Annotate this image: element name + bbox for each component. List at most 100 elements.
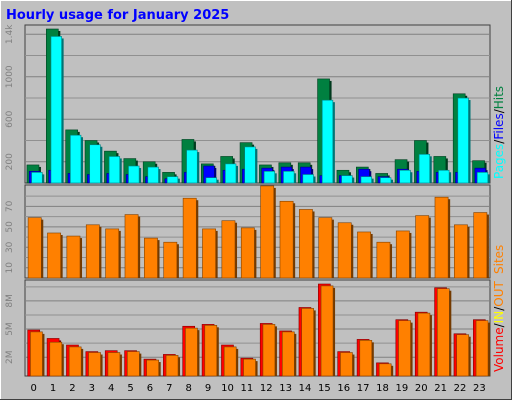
bar-sites-hour-10: [221, 220, 236, 279]
bar-sites-hour-20: [415, 215, 430, 279]
legend-entry: /: [492, 108, 506, 113]
bar-pages-hour-4: [108, 156, 121, 184]
bar-pages-hour-6: [147, 166, 159, 184]
x-tick-label-hour-2: 2: [69, 383, 75, 394]
panel-middle-ytick-label: 10: [5, 262, 15, 274]
x-tick-label-hour-7: 7: [166, 383, 172, 394]
panel-middle-ytick-label: 30: [5, 241, 15, 253]
bar-out-hour-14: [301, 308, 314, 377]
x-tick-label-hour-3: 3: [89, 383, 95, 394]
bar-out-hour-8: [185, 327, 198, 377]
bar-out-hour-17: [359, 340, 373, 377]
bar-out-hour-15: [320, 285, 334, 377]
x-tick-label-hour-6: 6: [147, 383, 153, 394]
x-tick-label-hour-20: 20: [415, 383, 428, 394]
bar-sites-hour-14: [299, 209, 313, 279]
bar-pages-hour-7: [166, 176, 179, 184]
panel-top-ytick-label: 1.4k: [5, 24, 15, 44]
x-tick-label-hour-8: 8: [186, 383, 192, 394]
bar-out-hour-7: [165, 355, 179, 377]
x-tick-label-hour-21: 21: [434, 383, 447, 394]
legend-entry: OUT: [492, 281, 506, 307]
legend-entry: Pages: [492, 144, 506, 179]
bar-out-hour-21: [436, 288, 450, 377]
bar-sites-hour-0: [27, 217, 42, 279]
bar-sites-hour-15: [318, 217, 333, 279]
chart-panels: 20060010001.4kPages/Files/Hits10305070Si…: [5, 24, 506, 377]
legend-entry: Sites: [492, 245, 506, 274]
chart-title: Hourly usage for January 2025: [6, 8, 229, 23]
bar-pages-hour-9: [205, 177, 217, 184]
panel-bottom-legend: Volume/IN/OUT: [492, 281, 506, 372]
bar-pages-hour-13: [283, 171, 295, 184]
panel-middle-plot-area: [24, 184, 491, 279]
bar-pages-hour-18: [380, 177, 392, 184]
legend-entry: /: [492, 322, 506, 327]
bar-pages-hour-3: [89, 144, 101, 184]
legend-entry: IN: [492, 311, 506, 324]
bar-out-hour-2: [68, 346, 82, 377]
x-tick-label-hour-0: 0: [31, 383, 37, 394]
bar-out-hour-22: [456, 334, 469, 377]
bar-sites-hour-3: [85, 224, 100, 279]
legend-entry: Hits: [492, 86, 506, 109]
bar-out-hour-9: [204, 325, 218, 377]
bar-out-hour-13: [281, 331, 295, 377]
x-tick-label-hour-17: 17: [357, 383, 370, 394]
bar-out-hour-4: [107, 352, 121, 377]
bar-pages-hour-19: [399, 169, 411, 184]
bar-sites-hour-16: [337, 222, 352, 279]
bar-pages-hour-0: [31, 172, 43, 184]
bar-sites-hour-13: [279, 200, 294, 279]
bar-sites-hour-11: [240, 227, 255, 279]
panel-middle-ytick-label: 70: [5, 200, 15, 212]
legend-entry: Files: [492, 113, 506, 139]
bar-out-hour-0: [30, 331, 43, 377]
panel-top-ytick-label: 600: [5, 110, 15, 127]
x-tick-label-hour-18: 18: [376, 383, 389, 394]
x-tick-label-hour-5: 5: [127, 383, 133, 394]
bar-pages-hour-17: [360, 176, 372, 184]
bar-sites-hour-12: [260, 185, 275, 279]
panel-top-legend: Pages/Files/Hits: [492, 86, 506, 179]
bar-out-hour-16: [340, 352, 353, 377]
bar-sites-hour-1: [47, 232, 61, 279]
x-tick-label-hour-11: 11: [240, 383, 253, 394]
panel-top-ytick-label: 1000: [5, 65, 15, 88]
bar-out-hour-19: [398, 320, 411, 377]
bar-pages-hour-1: [50, 36, 62, 184]
bar-sites-hour-6: [144, 237, 158, 279]
bar-sites-hour-21: [434, 196, 449, 279]
legend-entry: Volume: [492, 327, 506, 372]
bar-sites-hour-22: [454, 224, 468, 279]
x-tick-label-hour-15: 15: [318, 383, 331, 394]
bar-pages-hour-5: [128, 165, 140, 184]
bar-out-hour-5: [127, 351, 140, 377]
legend-entry: /: [492, 139, 506, 144]
x-tick-label-hour-22: 22: [454, 383, 467, 394]
bar-pages-hour-20: [418, 154, 431, 184]
bar-sites-hour-23: [473, 212, 488, 279]
x-tick-label-hour-12: 12: [260, 383, 273, 394]
x-tick-label-hour-19: 19: [395, 383, 408, 394]
legend-entry: /: [492, 306, 506, 311]
bar-out-hour-20: [417, 312, 431, 377]
panel-bottom-ytick-label: 8M: [5, 294, 15, 308]
bar-pages-hour-23: [476, 172, 489, 184]
x-tick-label-hour-14: 14: [299, 383, 312, 394]
x-tick-label-hour-4: 4: [108, 383, 114, 394]
bar-pages-hour-11: [244, 146, 256, 184]
bar-out-hour-6: [146, 359, 159, 377]
bar-sites-hour-4: [105, 228, 120, 279]
x-tick-label-hour-23: 23: [473, 383, 486, 394]
bar-out-hour-3: [88, 352, 101, 377]
bar-out-hour-10: [223, 346, 237, 377]
x-axis-labels: 0 1 2 3 4 5 6 7 8 9 10 11 12 13 14 15 16 17 18 19 20 21 22 23: [31, 383, 486, 394]
bar-pages-hour-10: [225, 163, 237, 184]
bar-pages-hour-14: [302, 174, 314, 184]
panel-bottom-ytick-label: 5M: [5, 322, 15, 336]
bar-pages-hour-16: [341, 175, 353, 184]
